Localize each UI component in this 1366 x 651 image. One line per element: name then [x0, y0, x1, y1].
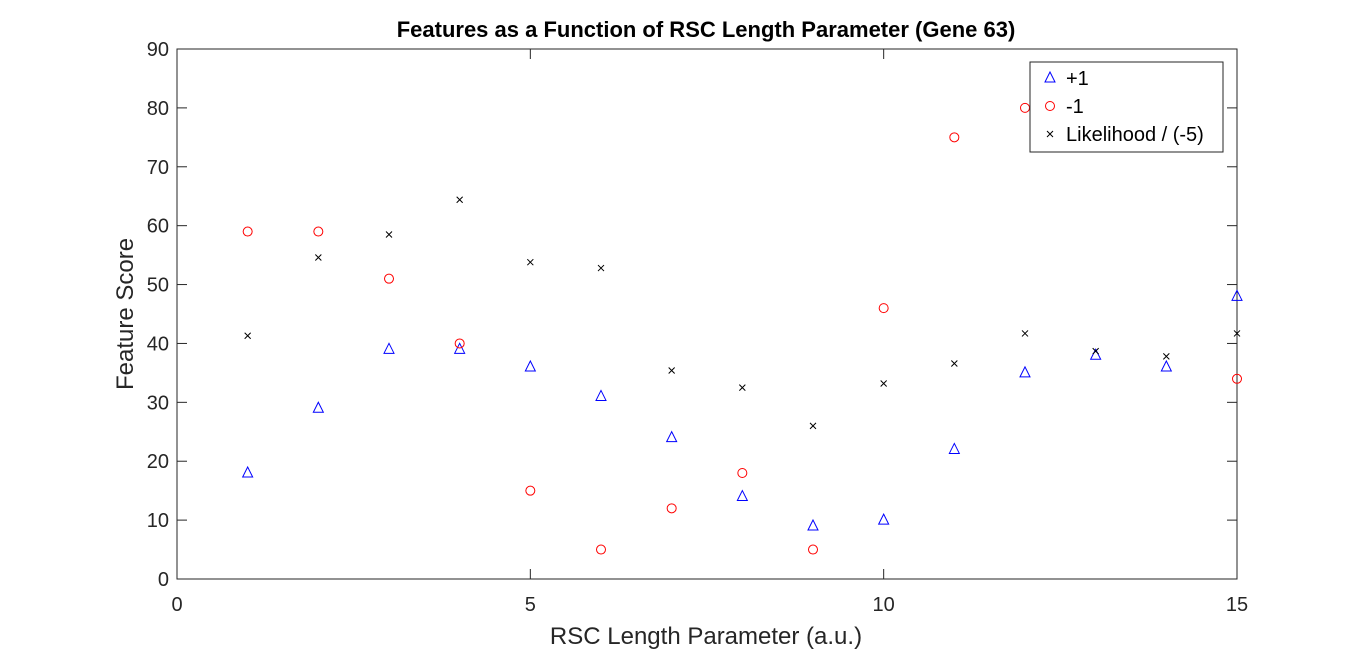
series-3 [244, 196, 1241, 430]
data-point [737, 468, 748, 478]
data-point [880, 380, 888, 387]
data-point [241, 465, 254, 478]
data-point [1092, 347, 1100, 355]
plot-box [176, 48, 1238, 580]
data-point [878, 303, 889, 314]
legend: +1 -1 Likelihood / (-5) [1029, 61, 1224, 153]
data-point [1232, 373, 1242, 384]
data-point [666, 503, 677, 514]
y-tick-label: 10 [147, 510, 169, 532]
axes [176, 48, 1238, 580]
y-axis-label: Feature Score [112, 238, 139, 390]
y-tick-label: 70 [147, 157, 169, 179]
data-point [1021, 330, 1029, 337]
data-point [526, 258, 534, 266]
y-tick-label: 20 [147, 451, 169, 473]
data-point [383, 342, 395, 354]
data-point [313, 226, 324, 237]
data-point [1233, 330, 1241, 337]
data-point [736, 489, 749, 502]
data-point [668, 367, 676, 374]
data-point [384, 273, 394, 284]
data-point [950, 360, 958, 367]
y-tick-label: 0 [158, 569, 169, 591]
data-point [808, 544, 818, 555]
data-point [877, 512, 890, 525]
data-point [949, 132, 960, 143]
data-point [1160, 359, 1173, 372]
data-point [453, 342, 466, 354]
y-tick-label: 60 [147, 216, 169, 238]
legend-marker [1046, 130, 1054, 138]
data-point [809, 422, 817, 430]
chart-title: Features as a Function of RSC Length Par… [397, 17, 1016, 42]
y-tick-label: 50 [147, 275, 169, 297]
data-point [242, 226, 253, 237]
legend-entry: +1 [1066, 68, 1089, 90]
data-point [596, 544, 606, 555]
x-tick-label: 0 [171, 594, 182, 616]
data-point [524, 359, 537, 372]
data-point [948, 442, 961, 454]
data-point [525, 485, 536, 496]
legend-box [1029, 61, 1224, 153]
data-point [456, 196, 464, 204]
legend-entry: Likelihood / (-5) [1066, 124, 1204, 146]
data-point [1162, 353, 1170, 360]
legend-marker [1044, 70, 1056, 83]
x-axis-label: RSC Length Parameter (a.u.) [550, 623, 862, 650]
data-point [1019, 365, 1031, 378]
data-point [1231, 289, 1243, 301]
x-tick-label: 10 [873, 594, 895, 616]
legend-entry: -1 [1066, 96, 1084, 118]
data-point [385, 231, 393, 238]
series-1 [241, 289, 1243, 531]
data-point [244, 332, 252, 340]
y-tick-label: 40 [147, 333, 169, 355]
data-point [665, 430, 678, 443]
data-point [312, 401, 325, 413]
data-point [738, 384, 746, 391]
data-point [807, 518, 819, 531]
data-point [595, 389, 607, 401]
legend-marker [1045, 101, 1055, 111]
data-point [597, 264, 605, 272]
y-tick-label: 30 [147, 392, 169, 414]
x-tick-label: 15 [1226, 594, 1248, 616]
data-point [314, 254, 322, 261]
tick-labels: 0 5 10 15 0 10 20 30 40 50 60 70 80 90 [147, 39, 1248, 616]
y-tick-label: 80 [147, 98, 169, 120]
y-tick-label: 90 [147, 39, 169, 61]
data-point [454, 338, 465, 349]
x-tick-label: 5 [525, 594, 536, 616]
